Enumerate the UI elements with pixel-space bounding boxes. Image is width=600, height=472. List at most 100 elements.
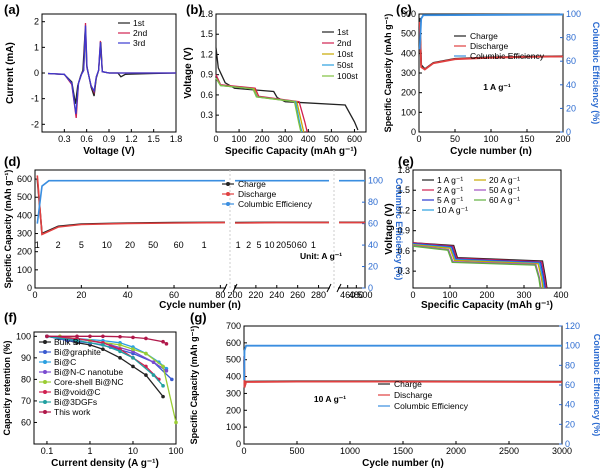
panel-b-legend-item: 100st [337,71,358,81]
y2-tick-label: 40 [566,80,576,90]
panel-b-label: (b) [186,2,203,17]
legend-marker [43,360,47,364]
legend-marker [43,400,47,404]
x-tick-label: 80 [215,290,225,300]
series-line [412,244,544,289]
y-tick-label: 0 [411,127,416,137]
series-line [36,179,225,224]
y2-tick-label: 100 [566,9,581,19]
y2-tick-label: 120 [565,321,580,331]
panel-f-ylabel: Capacity retention (%) [2,340,12,435]
panel-e-label: (e) [398,154,414,169]
y-tick-label: 100 [17,265,32,275]
y-tick-label: 0 [34,68,39,78]
x-tick-label: 50 [450,134,460,144]
x-tick-label: 0 [416,134,421,144]
panel-b-series [215,47,359,133]
panel-d-legend-item: Columbic Efficiency [238,199,313,209]
y2-tick-label: 0 [368,283,373,293]
y2-tick-label: 0 [566,127,571,137]
data-point [161,364,165,369]
panel-d-legend-item: Charge [238,179,266,189]
y-tick-label: 70 [21,396,31,406]
y-tick-label: 400 [17,210,32,220]
legend-label: Bi@C [54,357,76,367]
series-line [412,242,546,289]
rate-label: 60 [297,240,307,250]
panel-a-label: (a) [4,2,20,17]
panel-d-series [36,170,365,293]
rate-label: 10 [264,240,274,250]
series-line [418,21,564,71]
panel-c-ylabel: Specific Capacity (mAh g⁻¹) [383,14,393,133]
rate-label: 5 [79,240,84,250]
y-tick-label: 200 [17,247,32,257]
panel-a-legend: 1st 2nd 3rd [118,18,147,48]
legend-label: Bi@void@C [54,387,101,397]
y-tick-label: 500 [226,355,241,365]
y2-tick-label: 100 [565,341,580,351]
panel-e-legend-item: 5 A g⁻¹ [437,195,463,205]
y-tick-label: 200 [226,405,241,415]
series-line [36,175,226,236]
panel-g-legend-item: Charge [394,379,422,389]
y-tick-label: 2 [34,17,39,27]
rate-label: 60 [174,240,184,250]
x-tick-label: 1000 [340,446,360,456]
y-tick-label: 0.9 [200,70,213,80]
rate-label: 2 [246,240,251,250]
data-point [131,364,135,369]
y-tick-label: 400 [401,48,416,58]
panel-c-y2label: Columbic Efficiency (%) [591,22,600,125]
panel-e: (e) Specific Capacity (mAh g⁻¹) Voltage … [384,154,569,311]
legend-marker [43,350,47,354]
series-line [243,356,563,388]
y-tick-label: 600 [226,338,241,348]
panel-e-legend-item: 60 A g⁻¹ [489,195,520,205]
data-point [144,351,148,356]
x-tick-label: 500 [357,290,372,300]
x-tick-label: 1.2 [125,134,138,144]
y-tick-label: 100 [16,331,31,341]
panel-f-label: (f) [4,310,17,325]
x-tick-label: 60 [169,290,179,300]
rate-label: 1 [202,240,207,250]
y2-tick-label: 20 [368,262,378,272]
x-tick-label: 500 [289,446,304,456]
panel-e-legend-item: 1 A g⁻¹ [437,175,463,185]
series-line [412,243,545,289]
x-tick-label: 1 [87,446,92,456]
x-tick-label: 400 [301,134,316,144]
panel-c: (c) Cycle number (n) Specific Capacity (… [383,2,600,157]
x-tick-label: 480 [349,290,364,300]
panel-b-legend: 1st 2nd 10st 50st 100st [322,27,358,81]
panel-e-xlabel: Specific Capacity (mAh g⁻¹) [421,300,553,311]
data-point [101,334,105,339]
x-tick-label: 100 [442,290,457,300]
x-tick-label: 0.6 [80,134,93,144]
panel-a: (a) Voltage (V) Current (mA) 0.3 0.6 0.9 1.… [4,2,182,157]
y2-tick-label: 40 [368,240,378,250]
y-tick-label: 0 [27,283,32,293]
y-tick-label: 700 [226,321,241,331]
series-line [36,179,226,235]
x-tick-label: 1.5 [147,134,160,144]
panel-d-ylabel: Specific Capacity (mAh g⁻¹) [3,170,13,289]
panel-a-ylabel: Current (mA) [5,42,16,104]
rate-label: 5 [257,240,262,250]
y-tick-label: 80 [21,374,31,384]
panel-c-label: (c) [396,2,412,17]
y-tick-label: 0.3 [200,110,213,120]
y-tick-label: 90 [21,353,31,363]
x-tick-label: 460 [340,290,355,300]
panel-f-frame [33,331,177,445]
x-tick-label: 0 [32,290,37,300]
x-tick-label: 10 [128,446,138,456]
y2-tick-label: 80 [368,197,378,207]
y2-tick-label: 0 [565,439,570,449]
rate-label: 20 [125,240,135,250]
axis-break-mark [222,283,228,293]
rate-label: 50 [148,240,158,250]
